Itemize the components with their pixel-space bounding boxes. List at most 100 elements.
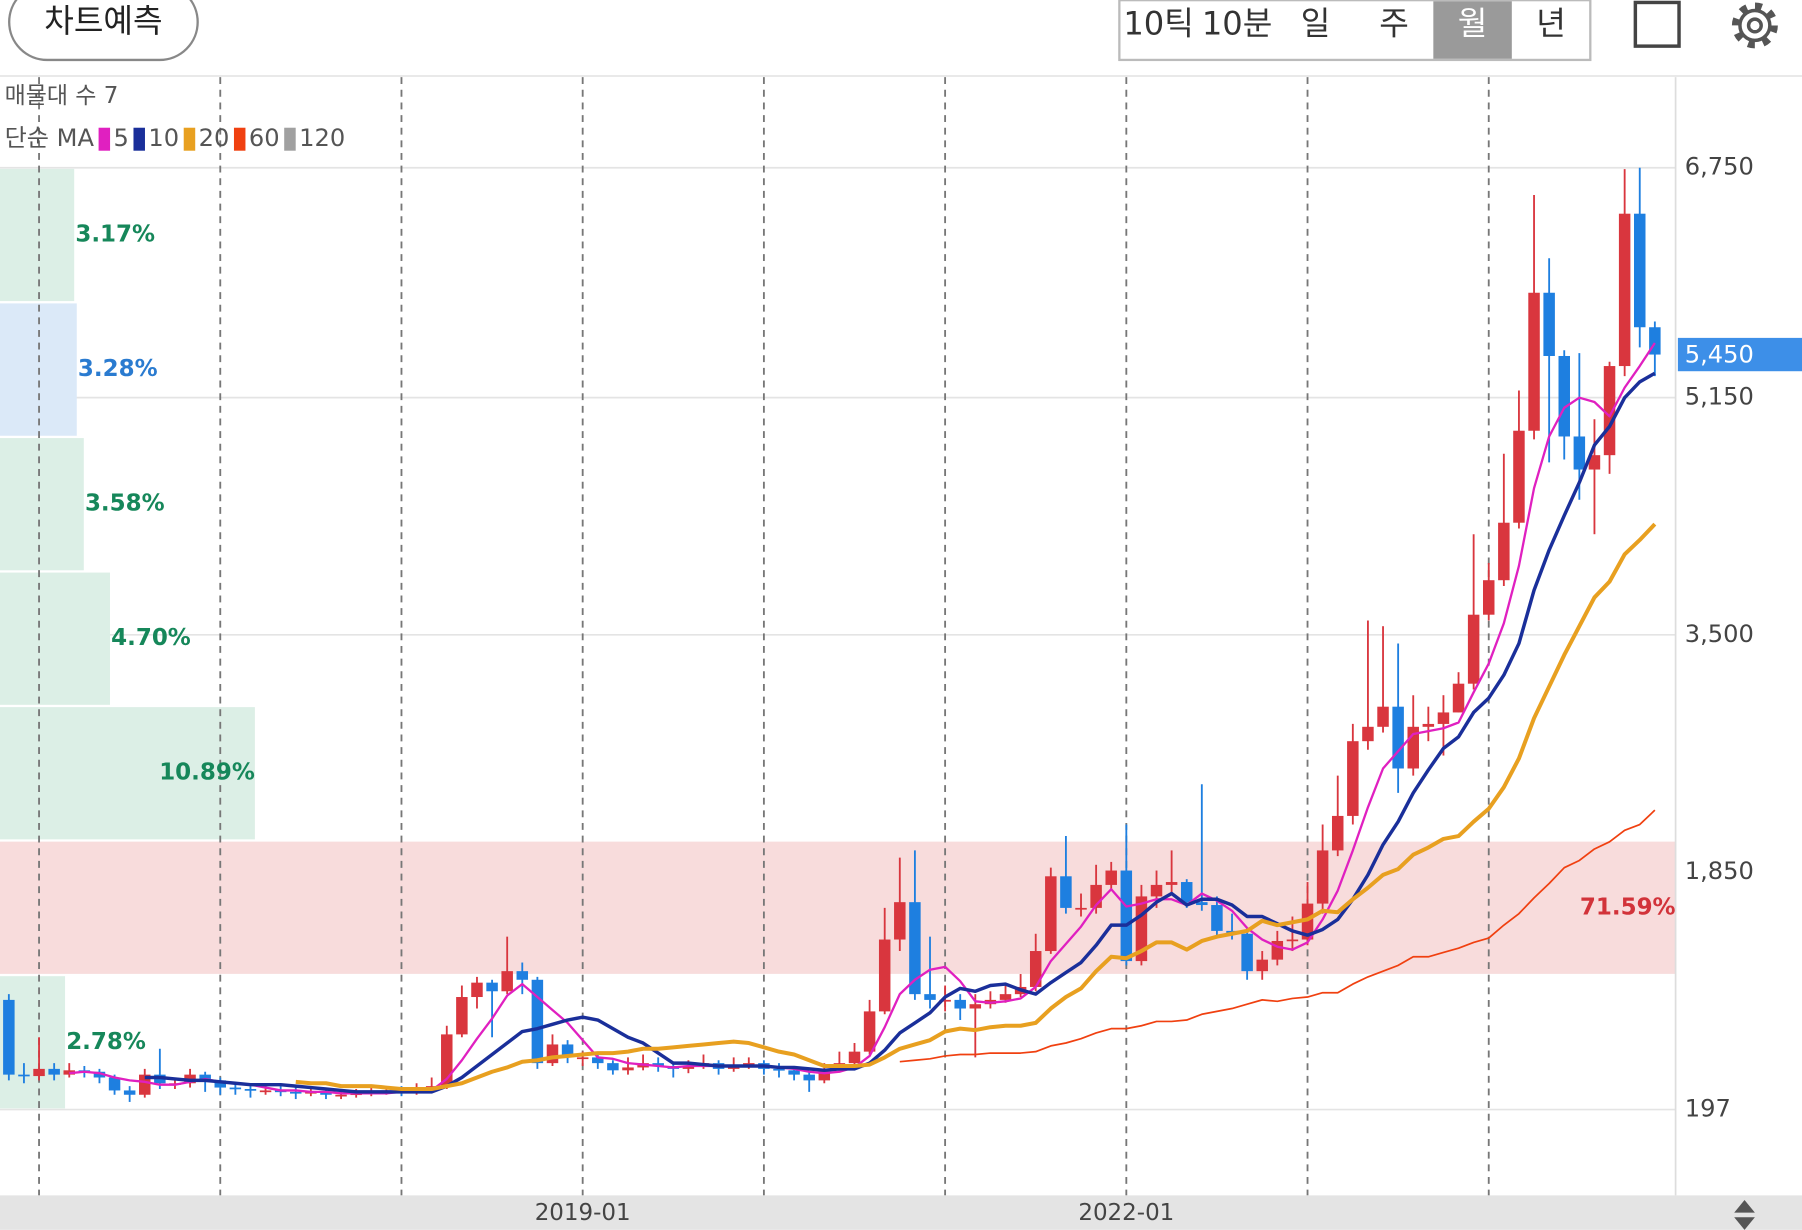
tab-selected[interactable]: [1433, 1, 1512, 59]
candle-body: [486, 982, 498, 992]
candle-body: [441, 1034, 453, 1087]
predict-button-label[interactable]: 차트예측: [44, 2, 162, 40]
candle-body: [576, 1057, 589, 1060]
tab[interactable]: 년: [1536, 4, 1566, 42]
candle-body: [531, 979, 544, 1064]
candle-body: [652, 1063, 664, 1067]
candle-body: [1120, 870, 1133, 962]
candle-body: [199, 1074, 211, 1081]
x-tick-label: 2022-01: [1078, 1200, 1174, 1226]
ma-line: [899, 809, 1656, 1063]
candle-body: [1180, 882, 1193, 903]
candle-body: [1422, 723, 1435, 727]
candle-body: [1543, 292, 1555, 356]
candle-body: [803, 1074, 815, 1081]
candle-body: [456, 997, 468, 1035]
volume-profile-title: 매물대 수 7: [5, 83, 119, 109]
volume-profile-label: 3.28%: [78, 356, 158, 382]
candle-body: [229, 1087, 242, 1090]
candle-body: [878, 939, 891, 1012]
candle-body: [909, 902, 921, 995]
fullscreen-icon[interactable]: [1633, 0, 1681, 48]
candle-body: [1528, 292, 1540, 431]
gear-ring[interactable]: [1738, 8, 1772, 43]
candle-body: [682, 1066, 695, 1069]
candle-body: [1105, 870, 1117, 885]
candle-body: [592, 1057, 604, 1064]
candle-body: [93, 1071, 106, 1078]
volume-profile-bar: [0, 841, 1676, 974]
gear-hole[interactable]: [1746, 17, 1763, 34]
candle-body: [1271, 940, 1284, 960]
candle-body: [1331, 815, 1344, 851]
legend: 단순 MA 5 10 20 60 120: [5, 124, 346, 152]
volume-profile-label: 3.17%: [75, 221, 155, 247]
candle-body: [1603, 366, 1616, 456]
legend-label: 10: [148, 124, 179, 152]
volume-profile-label: 2.78%: [66, 1029, 146, 1055]
volume-profile-bar: [0, 707, 255, 840]
scroll-arrows[interactable]: [1734, 1199, 1755, 1230]
candle-body: [471, 982, 483, 998]
candle-body: [1316, 850, 1329, 904]
tab[interactable]: 주: [1379, 4, 1409, 42]
candle-body: [244, 1089, 257, 1091]
candle-body: [18, 1074, 30, 1077]
legend-label: 60: [249, 124, 280, 152]
volume-profile-bar: [0, 572, 111, 705]
candle-body: [516, 971, 529, 980]
tab[interactable]: 10틱: [1123, 4, 1194, 42]
candle-body: [924, 994, 936, 1000]
candle-body: [1573, 436, 1586, 470]
legend-label: 5: [114, 124, 129, 152]
candle-body: [1649, 327, 1661, 355]
y-tick-label: 197: [1685, 1095, 1731, 1123]
candle-body: [1196, 902, 1208, 906]
candle-body: [214, 1080, 227, 1088]
candle-body: [259, 1090, 272, 1093]
x-axis: 2019-01 2022-01: [535, 1200, 1175, 1226]
ma-line: [144, 371, 1656, 1094]
candle-body: [1241, 933, 1253, 972]
candle-body: [1558, 355, 1570, 437]
volume-profile-bar: [0, 168, 75, 302]
tab[interactable]: 일: [1301, 4, 1331, 42]
candle-body: [335, 1094, 347, 1097]
y-tick-label: 5,150: [1685, 383, 1754, 411]
tab[interactable]: 월: [1458, 4, 1488, 42]
candle-body: [818, 1070, 831, 1081]
legend-label: 20: [199, 124, 230, 152]
candle-body: [848, 1051, 861, 1064]
ma-line: [295, 522, 1657, 1092]
candle-body: [320, 1091, 332, 1095]
candle-body: [1498, 522, 1510, 581]
last-price-label: 5,450: [1685, 341, 1754, 369]
last-price-tag: [1677, 337, 1802, 372]
candle-body: [1165, 882, 1178, 885]
candle-body: [1634, 213, 1646, 328]
candle-body: [1060, 876, 1072, 908]
candle-body: [607, 1063, 619, 1071]
x-axis-bar: [0, 1195, 1802, 1230]
tab[interactable]: 10분: [1202, 4, 1273, 42]
gear-teeth[interactable]: [1731, 2, 1778, 49]
candle-body: [622, 1067, 634, 1071]
volume-profile-label: 71.59%: [1580, 894, 1676, 920]
candle-body: [1090, 884, 1102, 908]
legend-swatch: [133, 127, 145, 151]
candle-body: [1513, 430, 1525, 523]
candle-body: [1045, 876, 1057, 952]
candle-body: [863, 1011, 876, 1052]
volume-profile-bar: [0, 438, 84, 571]
candle-body: [1075, 907, 1087, 910]
candle-body: [1407, 726, 1419, 769]
plot-area: [0, 77, 1677, 1196]
candle-body: [773, 1068, 785, 1071]
settings-icon[interactable]: [1731, 2, 1778, 49]
predict-button[interactable]: [8, 0, 199, 62]
candle-body: [1301, 903, 1314, 940]
candle-body: [939, 999, 951, 1002]
volume-profile-label: 3.58%: [85, 491, 165, 517]
